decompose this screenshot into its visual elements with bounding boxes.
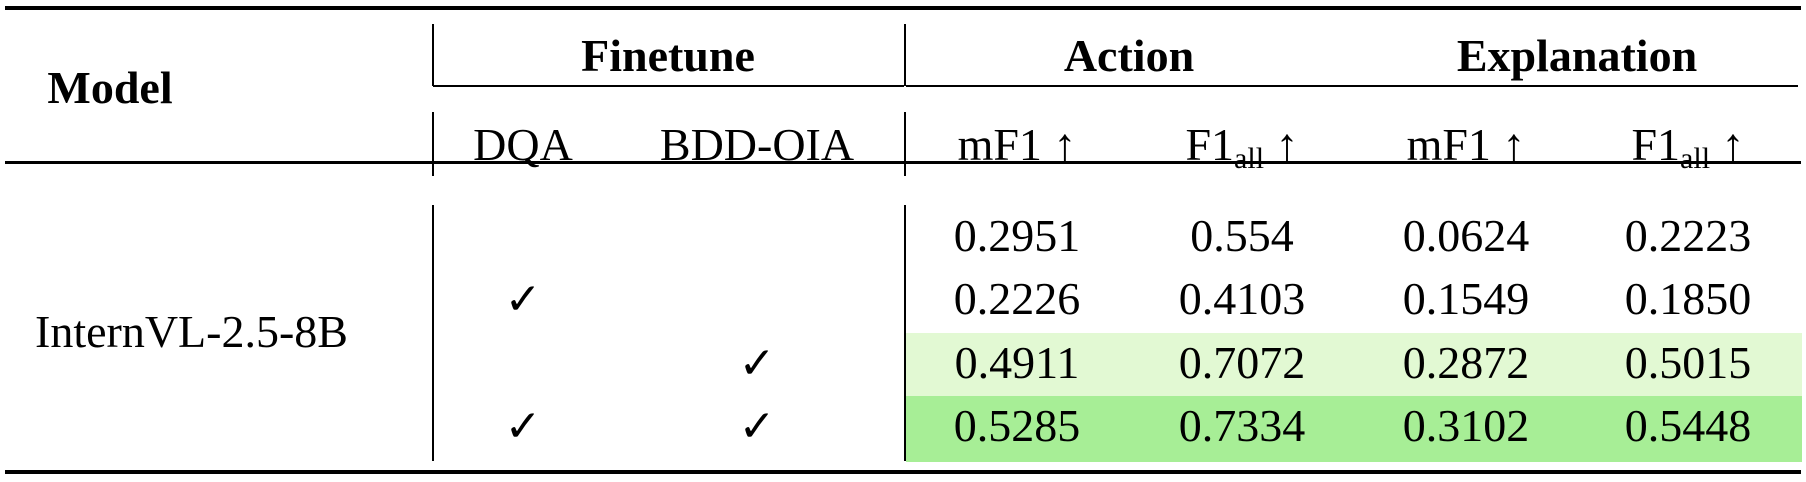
explanation-header: Explanation bbox=[1456, 30, 1698, 81]
header-vline-left bbox=[432, 24, 434, 86]
dqa-check-mark: ✓ bbox=[504, 274, 542, 325]
explanation-mf1-cell: 0.2872 bbox=[1402, 337, 1530, 388]
action-mf1-header: mF1 ↑ bbox=[957, 119, 1077, 170]
model-name: InternVL-2.5-8B bbox=[35, 306, 348, 357]
row3-highlight bbox=[906, 333, 1802, 396]
dqa-header: DQA bbox=[473, 119, 573, 170]
subheader-vline-right bbox=[904, 112, 906, 176]
bdd-oia-check-mark: ✓ bbox=[738, 401, 776, 452]
action-mf1-cell: 0.2951 bbox=[953, 210, 1081, 261]
finetune-header: Finetune bbox=[581, 30, 755, 81]
action-f1all-cell: 0.7072 bbox=[1178, 337, 1306, 388]
explanation-mf1-header: mF1 ↑ bbox=[1406, 119, 1526, 170]
body-vline-left bbox=[432, 205, 434, 461]
bottom-rule bbox=[5, 470, 1801, 474]
explanation-f1all-header: F1all ↑ bbox=[1631, 119, 1745, 175]
action-f1all-cell: 0.4103 bbox=[1178, 273, 1306, 324]
action-mf1-cell: 0.2226 bbox=[953, 273, 1081, 324]
explanation-mf1-cell: 0.1549 bbox=[1402, 273, 1530, 324]
finetune-cmidrule bbox=[433, 85, 904, 87]
body-vline-right bbox=[904, 205, 906, 461]
action-f1all-cell: 0.7334 bbox=[1178, 400, 1306, 451]
bdd-oia-header: BDD-OIA bbox=[659, 119, 855, 170]
dqa-check-mark: ✓ bbox=[504, 401, 542, 452]
explanation-f1all-cell: 0.2223 bbox=[1624, 210, 1752, 261]
action-explanation-cmidrule bbox=[906, 85, 1798, 87]
top-rule bbox=[5, 6, 1801, 10]
subheader-vline-left bbox=[432, 112, 434, 176]
model-header: Model bbox=[47, 62, 173, 113]
row4-highlight bbox=[906, 396, 1802, 462]
explanation-mf1-cell: 0.0624 bbox=[1402, 210, 1530, 261]
action-f1all-cell: 0.554 bbox=[1190, 210, 1294, 261]
explanation-f1all-cell: 0.5015 bbox=[1624, 337, 1752, 388]
action-header: Action bbox=[1063, 30, 1195, 81]
explanation-f1all-cell: 0.1850 bbox=[1624, 273, 1752, 324]
action-mf1-cell: 0.4911 bbox=[954, 337, 1080, 388]
explanation-mf1-cell: 0.3102 bbox=[1402, 400, 1530, 451]
action-mf1-cell: 0.5285 bbox=[953, 400, 1081, 451]
bdd-oia-check-mark: ✓ bbox=[738, 338, 776, 389]
header-vline-right bbox=[904, 24, 906, 86]
header-rule bbox=[5, 161, 1801, 164]
action-f1all-header: F1all ↑ bbox=[1185, 119, 1299, 175]
explanation-f1all-cell: 0.5448 bbox=[1624, 400, 1752, 451]
